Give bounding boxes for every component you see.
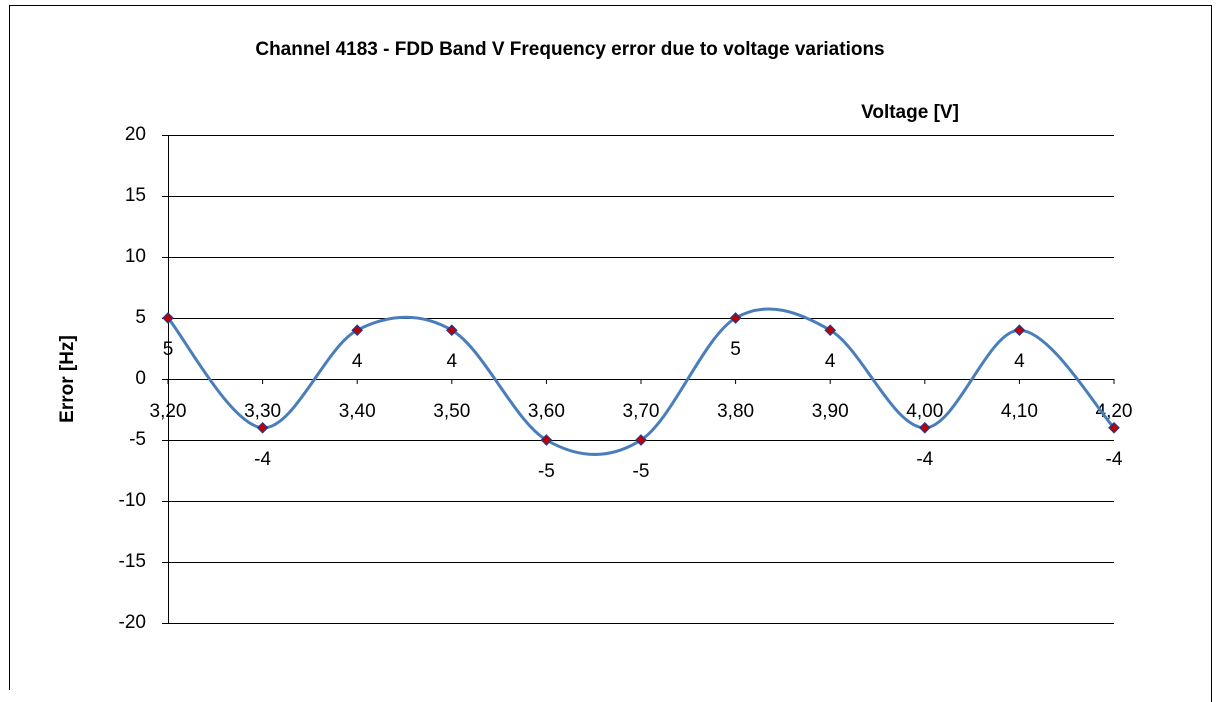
- data-marker: [1013, 324, 1026, 337]
- data-label: 4: [447, 351, 458, 372]
- data-marker: [824, 324, 837, 337]
- x-tick-label: 3,20: [150, 401, 187, 422]
- x-axis-label: Voltage [V]: [861, 102, 959, 123]
- data-marker: [729, 312, 742, 324]
- x-tick-label: 3,60: [528, 401, 565, 422]
- y-tick-label: 10: [125, 246, 146, 267]
- x-tick-label: 3,90: [812, 401, 849, 422]
- y-tick-label: 20: [125, 124, 146, 145]
- data-marker: [1108, 421, 1120, 434]
- data-label: -5: [538, 461, 555, 482]
- data-marker: [256, 421, 269, 434]
- data-marker: [635, 434, 647, 446]
- data-label: 5: [163, 339, 174, 360]
- x-tick-label: 3,70: [623, 401, 660, 422]
- data-label: 4: [352, 351, 363, 372]
- y-tick-label: -10: [119, 490, 146, 511]
- chart-title: Channel 4183 - FDD Band V Frequency erro…: [255, 39, 884, 60]
- x-tick-label: 3,50: [433, 401, 470, 422]
- x-tick-label: 4,00: [906, 401, 943, 422]
- data-label: -4: [916, 449, 933, 470]
- x-tick-label: 3,40: [339, 401, 376, 422]
- chart-frame: [9, 5, 1212, 702]
- data-marker: [162, 312, 174, 324]
- data-marker: [351, 324, 364, 337]
- y-tick-label: -5: [129, 429, 146, 450]
- y-tick-label: -15: [119, 551, 146, 572]
- x-tick-label: 4,10: [1001, 401, 1038, 422]
- data-label: -5: [633, 461, 650, 482]
- y-tick-label: 15: [125, 185, 146, 206]
- data-label: 5: [730, 339, 741, 360]
- y-axis-label: Error [Hz]: [57, 335, 78, 423]
- data-marker: [918, 421, 931, 434]
- y-tick-label: -20: [119, 612, 146, 633]
- y-tick-label: 5: [135, 307, 146, 328]
- x-tick-label: 3,80: [717, 401, 754, 422]
- data-label: 4: [825, 351, 836, 372]
- data-marker: [540, 434, 553, 446]
- y-tick-label: 0: [135, 368, 146, 389]
- data-label: -4: [254, 449, 271, 470]
- data-label: -4: [1106, 449, 1123, 470]
- x-tick-label: 3,30: [244, 401, 281, 422]
- data-label: 4: [1014, 351, 1025, 372]
- data-marker: [445, 324, 458, 337]
